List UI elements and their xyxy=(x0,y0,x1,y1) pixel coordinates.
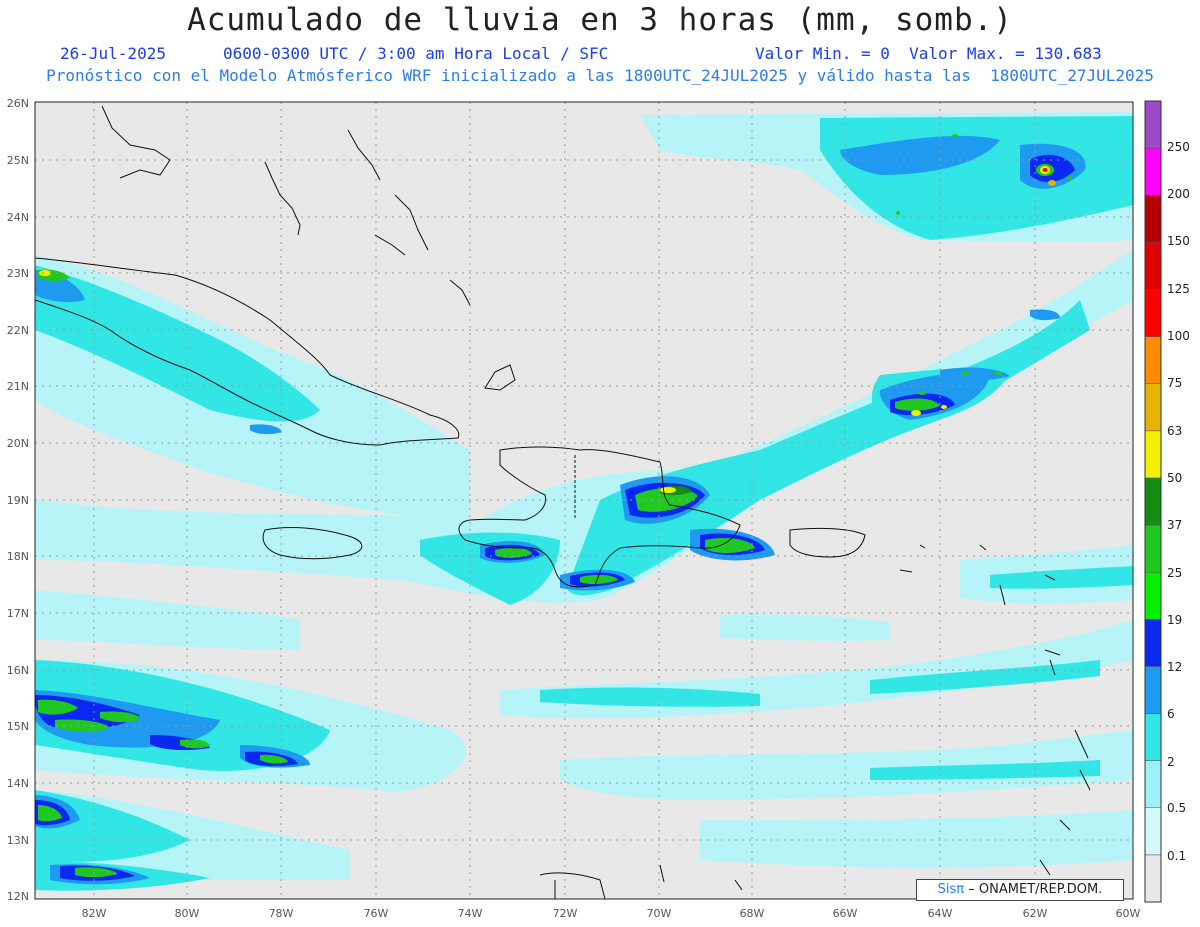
legend-label: 0.5 xyxy=(1167,801,1186,815)
lon-label: 72W xyxy=(553,907,578,920)
lon-label: 74W xyxy=(458,907,483,920)
legend-swatch xyxy=(1144,336,1162,384)
lat-label: 24N xyxy=(7,211,29,224)
hispaniola-coast xyxy=(458,446,741,588)
legend-label: 37 xyxy=(1167,518,1182,532)
cuba-coast xyxy=(35,257,460,446)
lat-label: 15N xyxy=(7,720,29,733)
map-title: Acumulado de lluvia en 3 horas (mm, somb… xyxy=(187,2,1013,38)
lon-label: 66W xyxy=(833,907,858,920)
precipitation-field xyxy=(35,112,1133,891)
lat-label: 18N xyxy=(7,550,29,563)
color-legend-labels: 0.1 0.5 2 6 12 19 25 37 50 63 75 100 125… xyxy=(1167,140,1190,863)
lon-label: 60W xyxy=(1116,907,1141,920)
legend-swatch xyxy=(1144,430,1162,479)
lat-label: 21N xyxy=(7,380,29,393)
legend-label: 100 xyxy=(1167,329,1190,343)
forecast-date: 26-Jul-2025 xyxy=(60,44,166,63)
model-info: Pronóstico con el Modelo Atmósferico WRF… xyxy=(46,66,1154,85)
lon-label: 76W xyxy=(364,907,389,920)
lat-label: 19N xyxy=(7,494,29,507)
lat-label: 13N xyxy=(7,834,29,847)
lat-label: 17N xyxy=(7,607,29,620)
legend-swatch xyxy=(1144,383,1162,432)
lat-label: 16N xyxy=(7,664,29,677)
legend-label: 150 xyxy=(1167,234,1190,248)
legend-label: 12 xyxy=(1167,660,1182,674)
legend-label: 0.1 xyxy=(1167,849,1186,863)
credit-text: – ONAMET/REP.DOM. xyxy=(968,882,1103,897)
legend-swatch xyxy=(1144,147,1162,196)
coastlines xyxy=(35,105,1091,899)
legend-swatch xyxy=(1144,571,1162,620)
longitude-axis: 82W 80W 78W 76W 74W 72W 70W 68W 66W 64W … xyxy=(82,907,1141,920)
inagua-island xyxy=(484,364,516,391)
lat-label: 22N xyxy=(7,324,29,337)
legend-swatch xyxy=(1144,619,1162,667)
lon-label: 78W xyxy=(269,907,294,920)
legend-swatch xyxy=(1144,760,1162,809)
lesser-antilles xyxy=(899,544,1091,876)
min-max-values: Valor Min. = 0 Valor Max. = 130.683 xyxy=(755,44,1102,63)
legend-swatch xyxy=(1144,713,1162,761)
legend-swatch xyxy=(1144,194,1162,243)
legend-swatch xyxy=(1144,666,1162,714)
valid-time: 0600-0300 UTC / 3:00 am Hora Local / SFC xyxy=(223,44,609,63)
legend-label: 75 xyxy=(1167,376,1182,390)
lon-label: 70W xyxy=(647,907,672,920)
lon-label: 80W xyxy=(175,907,200,920)
color-legend xyxy=(1144,100,1162,903)
lat-label: 12N xyxy=(7,890,29,903)
legend-swatch xyxy=(1144,242,1162,290)
legend-swatch xyxy=(1144,100,1162,149)
lat-label: 25N xyxy=(7,154,29,167)
legend-swatch xyxy=(1144,289,1162,337)
lat-label: 26N xyxy=(7,97,29,110)
jamaica-coast xyxy=(262,527,363,560)
legend-label: 50 xyxy=(1167,471,1182,485)
long-island xyxy=(374,234,406,256)
legend-label: 250 xyxy=(1167,140,1190,154)
lon-label: 82W xyxy=(82,907,107,920)
legend-label: 2 xyxy=(1167,755,1175,769)
lon-label: 68W xyxy=(740,907,765,920)
legend-swatch xyxy=(1144,477,1162,526)
legend-swatch xyxy=(1144,524,1162,573)
latitude-axis: 26N 25N 24N 23N 22N 21N 20N 19N 18N 17N … xyxy=(7,97,29,903)
legend-label: 200 xyxy=(1167,187,1190,201)
legend-label: 25 xyxy=(1167,566,1182,580)
lat-label: 23N xyxy=(7,267,29,280)
lat-label: 20N xyxy=(7,437,29,450)
legend-frame xyxy=(1144,100,1162,903)
legend-label: 6 xyxy=(1167,707,1175,721)
south-america-coast xyxy=(539,864,743,899)
credit-brand: Sisπ xyxy=(937,882,965,897)
lon-label: 62W xyxy=(1023,907,1048,920)
eleuthera-island xyxy=(347,129,381,181)
legend-swatch xyxy=(1144,854,1162,903)
lat-label: 14N xyxy=(7,777,29,790)
andros-island xyxy=(264,161,301,236)
lon-label: 64W xyxy=(928,907,953,920)
legend-swatch xyxy=(1144,807,1162,856)
map-grid xyxy=(35,102,1133,899)
legend-label: 125 xyxy=(1167,282,1190,296)
bahamas-chain xyxy=(394,194,429,251)
map-frame xyxy=(34,101,1134,900)
puerto-rico-coast xyxy=(789,527,866,558)
legend-label: 63 xyxy=(1167,424,1182,438)
florida-coast xyxy=(101,105,171,179)
legend-label: 19 xyxy=(1167,613,1182,627)
acklins-island xyxy=(449,279,471,306)
credit-box: Sisπ – ONAMET/REP.DOM. xyxy=(916,879,1124,901)
